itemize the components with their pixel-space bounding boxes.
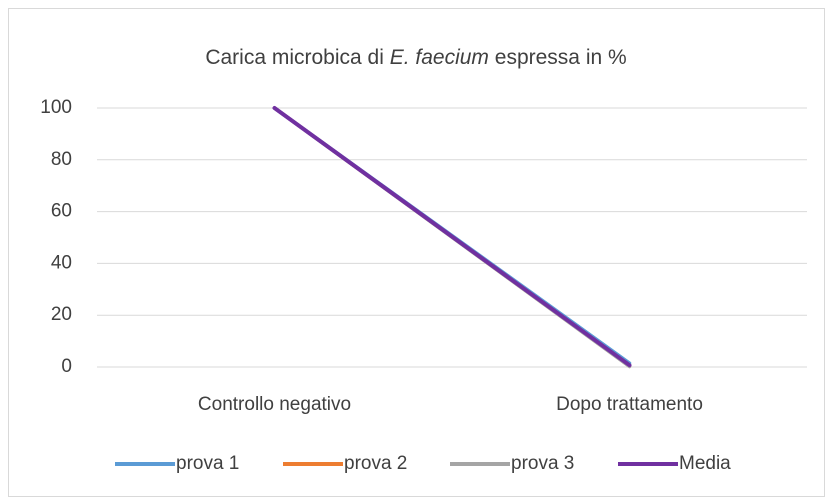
y-tick-label: 100 [40, 97, 72, 118]
legend-label: prova 1 [176, 453, 239, 474]
legend-label: prova 2 [344, 453, 407, 474]
y-tick-label: 80 [51, 149, 72, 170]
legend-label: Media [679, 453, 731, 474]
y-tick-label: 20 [51, 304, 72, 325]
title-run: espressa in % [489, 46, 627, 69]
y-tick-label: 60 [51, 201, 72, 222]
series-line [272, 106, 632, 368]
chart-border [8, 8, 825, 497]
y-tick-label: 40 [51, 252, 72, 273]
chart-title: Carica microbica di E. faecium espressa … [205, 46, 626, 69]
x-tick-label: Dopo trattamento [556, 394, 703, 415]
legend-label: prova 3 [511, 453, 574, 474]
title-run: Carica microbica di [205, 46, 389, 69]
title-run: E. faecium [390, 46, 489, 69]
x-tick-label: Controllo negativo [198, 394, 351, 415]
y-tick-label: 0 [61, 356, 72, 377]
